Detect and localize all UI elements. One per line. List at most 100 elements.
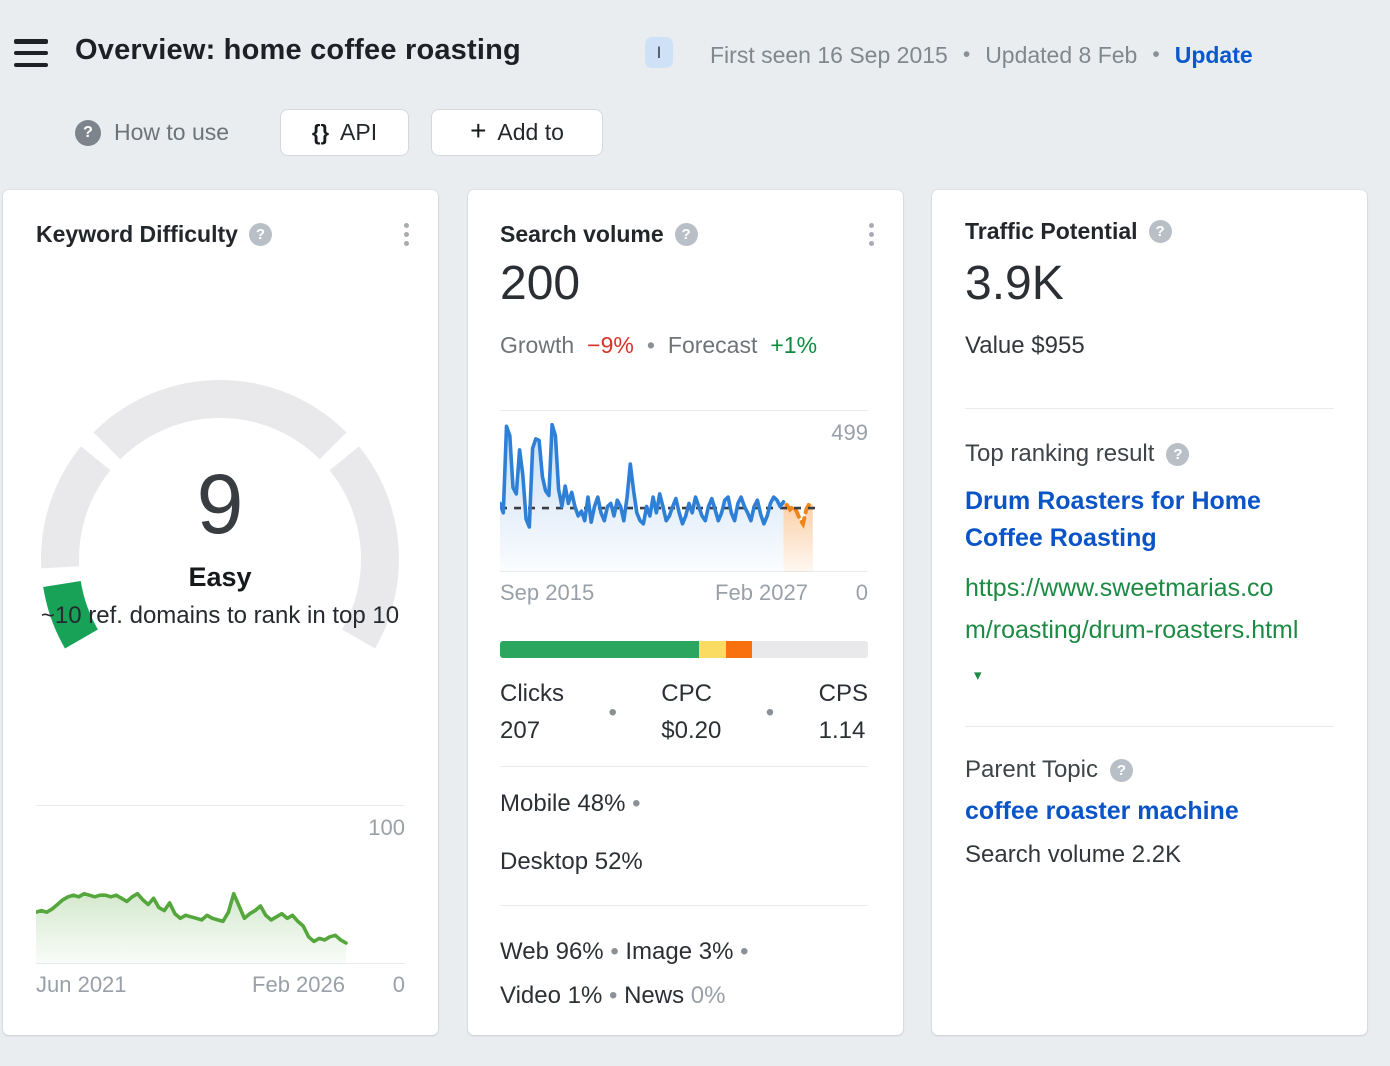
search-type-split: Web 96% • Image 3% • Video 1% • News 0%	[500, 930, 868, 1018]
help-icon[interactable]: ?	[674, 223, 698, 246]
desktop-label: Desktop	[500, 848, 589, 875]
how-to-use-label: How to use	[114, 119, 230, 145]
search-volume-card: Search volume ? 200 Growth −9% • Forecas…	[468, 190, 903, 1035]
mobile-value: 48%	[577, 790, 626, 817]
caret-down-icon[interactable]: ▾	[974, 667, 982, 684]
help-icon[interactable]: ?	[248, 223, 272, 246]
header-meta: First seen 16 Sep 2015 • Updated 8 Feb •…	[710, 41, 1253, 69]
news-label: News	[624, 982, 685, 1009]
kd-history-plot	[36, 891, 405, 964]
growth-value: −9%	[587, 332, 634, 358]
dot-separator: •	[740, 938, 749, 965]
sv-axis-zero-label: 0	[855, 580, 868, 605]
url-text: https://www.sweetmarias.com/roasting/dru…	[965, 574, 1299, 644]
api-button[interactable]: {} API	[280, 109, 409, 156]
desktop-value: 52%	[594, 848, 643, 875]
kd-axis-zero-label: 0	[392, 972, 405, 997]
help-icon[interactable]: ?	[1148, 220, 1172, 243]
traffic-potential-title: Traffic Potential	[965, 218, 1138, 244]
sv-chart-x-axis: Sep 2015 Feb 2027 0	[500, 580, 868, 606]
kebab-menu-icon[interactable]	[864, 218, 879, 251]
desktop-stat: Desktop 52%	[500, 848, 868, 876]
web-label: Web	[500, 938, 549, 965]
search-volume-title: Search volume	[500, 221, 664, 247]
traffic-potential-value: 3.9K	[965, 257, 1064, 310]
dot-separator: •	[765, 698, 775, 726]
video-value: 1%	[567, 982, 603, 1009]
news-value: 0%	[690, 982, 726, 1009]
image-label: Image	[625, 938, 693, 965]
update-link[interactable]: Update	[1174, 41, 1253, 68]
cps-value: 1.14	[818, 717, 866, 744]
hamburger-menu-icon[interactable]	[14, 39, 48, 67]
first-seen-text: First seen 16 Sep 2015	[710, 41, 948, 68]
clicks-value: 207	[500, 717, 541, 744]
page-title: Overview: home coffee roasting	[75, 34, 521, 66]
sv-axis-right-label: Feb 2027	[715, 580, 808, 605]
parent-topic-volume: Search volume 2.2K	[965, 841, 1182, 868]
growth-label: Growth	[500, 332, 575, 358]
add-to-button[interactable]: + Add to	[431, 109, 603, 156]
growth-forecast-row: Growth −9% • Forecast +1%	[500, 332, 817, 359]
mobile-stat: Mobile 48% •	[500, 790, 868, 818]
dot-separator: •	[646, 332, 655, 358]
web-value: 96%	[555, 938, 604, 965]
how-to-use-link[interactable]: ? How to use	[75, 119, 229, 146]
cpc-metric: CPC $0.20	[661, 680, 721, 745]
top-ranking-result-link[interactable]: Drum Roasters for Home Coffee Roasting	[965, 487, 1261, 552]
sv-history-plot	[500, 422, 868, 572]
keyword-difficulty-header: Keyword Difficulty ?	[36, 218, 414, 251]
mobile-label: Mobile	[500, 790, 571, 817]
help-icon[interactable]: ?	[1109, 758, 1133, 782]
divider	[500, 766, 868, 767]
cps-metric: CPS 1.14	[819, 680, 868, 745]
parent-topic-label-row: Parent Topic ?	[965, 756, 1133, 784]
plus-icon: +	[470, 115, 487, 146]
forecast-value: +1%	[770, 332, 818, 358]
image-value: 3%	[698, 938, 734, 965]
top-ranking-result-url[interactable]: https://www.sweetmarias.com/roasting/dru…	[965, 567, 1301, 697]
sv-axis-left-label: Sep 2015	[500, 580, 595, 605]
dot-separator: •	[962, 43, 971, 66]
clicks-metric: Clicks 207	[500, 680, 564, 745]
search-volume-value: 200	[500, 257, 581, 310]
divider	[500, 905, 868, 906]
search-volume-chart: 499 Sep 2015 Feb 2027 0	[500, 410, 868, 606]
help-icon[interactable]: ?	[1166, 442, 1190, 466]
parent-topic-label: Parent Topic	[965, 756, 1098, 783]
dot-separator: •	[1152, 43, 1160, 66]
dot-separator: •	[608, 982, 618, 1009]
kebab-menu-icon[interactable]	[399, 218, 414, 251]
keyword-difficulty-card: Keyword Difficulty ? 9 Easy ~10 ref. dom…	[3, 190, 438, 1035]
help-circle-icon: ?	[75, 119, 101, 146]
keyboard-shortcut-badge: I	[645, 37, 673, 68]
add-to-button-label: Add to	[497, 119, 564, 145]
kd-axis-right-label: Feb 2026	[252, 972, 345, 997]
traffic-potential-header: Traffic Potential ?	[965, 218, 1343, 245]
kd-axis-left-label: Jun 2021	[36, 972, 127, 997]
clicks-cpc-cps-row: Clicks 207 • CPC $0.20 • CPS 1.14	[500, 680, 868, 745]
traffic-potential-card: Traffic Potential ? 3.9K Value $955 Top …	[932, 190, 1367, 1035]
updated-text: Updated 8 Feb	[985, 41, 1138, 68]
video-news-stats: Video 1% • News 0%	[500, 974, 868, 1018]
clicks-label: Clicks	[500, 680, 564, 707]
kd-chart-ymax-label: 100	[368, 815, 405, 840]
forecast-label: Forecast	[667, 332, 758, 358]
sv-chart-ymax-label: 499	[831, 420, 868, 445]
traffic-value-line: Value $955	[965, 332, 1085, 359]
video-label: Video	[500, 982, 561, 1009]
device-split: Mobile 48% • Desktop 52%	[500, 790, 868, 876]
dot-separator: •	[610, 938, 619, 965]
cps-label: CPS	[818, 680, 868, 707]
parent-topic-link[interactable]: coffee roaster machine	[965, 797, 1239, 825]
cpc-label: CPC	[661, 680, 712, 707]
divider	[965, 408, 1334, 409]
dot-separator: •	[608, 698, 617, 726]
top-ranking-result-label-row: Top ranking result ?	[965, 440, 1190, 468]
dot-separator: •	[632, 790, 641, 817]
divider	[965, 726, 1334, 727]
braces-icon: {}	[311, 119, 330, 145]
cpc-value: $0.20	[661, 717, 722, 744]
search-volume-header: Search volume ?	[500, 218, 879, 251]
